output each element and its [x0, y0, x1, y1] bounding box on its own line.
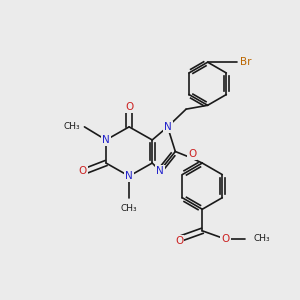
Text: O: O [79, 166, 87, 176]
Text: N: N [125, 171, 133, 181]
Text: CH₃: CH₃ [64, 122, 81, 131]
Text: N: N [156, 166, 164, 176]
Text: Br: Br [240, 57, 252, 67]
Text: O: O [175, 236, 183, 246]
Text: O: O [188, 149, 196, 159]
Text: N: N [102, 135, 110, 145]
Text: N: N [164, 122, 172, 132]
Text: CH₃: CH₃ [121, 204, 137, 213]
Text: O: O [221, 233, 230, 244]
Text: CH₃: CH₃ [253, 234, 270, 243]
Text: O: O [125, 102, 133, 112]
